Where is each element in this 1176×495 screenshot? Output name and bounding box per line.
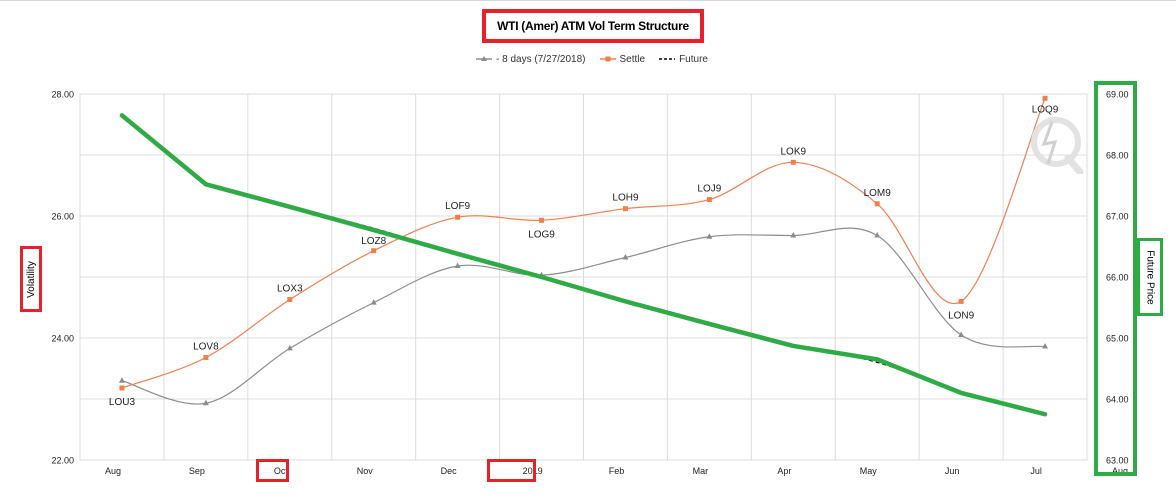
settle-point <box>1042 95 1048 101</box>
settle-point <box>287 297 293 303</box>
settle-point-label: LOU3 <box>109 397 136 408</box>
legend-item-settle[interactable]: Settle <box>599 53 646 65</box>
green-annotation-line <box>119 113 1048 417</box>
settle-point <box>622 206 628 212</box>
settle-line <box>121 98 1046 389</box>
x-tick-label: Aug <box>1112 466 1128 476</box>
8days-point <box>118 377 125 383</box>
x-tick-label: Jun <box>945 466 960 476</box>
legend-label-settle: Settle <box>619 53 646 65</box>
settle-point-label: LOQ9 <box>1032 104 1059 115</box>
settle-point-label: LOV8 <box>193 342 219 353</box>
settle-point <box>874 201 880 207</box>
x-tick-label: Oct <box>274 466 289 476</box>
y-tick-label: 26.00 <box>51 212 74 222</box>
point-labels-layer: LOU3 LOV8 LOX3 LOZ8 LOF9 LOG9 LOH9 LOJ9 LOK9 LOM9… <box>109 104 1059 408</box>
8days-point <box>874 232 881 238</box>
y2-tick-label: 65.00 <box>1106 334 1129 344</box>
8days-point <box>454 262 461 269</box>
settle-point-label: LOJ9 <box>697 184 721 195</box>
y-axis-title: Volatility <box>25 260 37 298</box>
settle-point-label: LOG9 <box>528 229 555 240</box>
x-tick-label: Sep <box>189 466 205 476</box>
8days-point <box>706 233 713 239</box>
x-tick-label: 2019 <box>523 466 543 476</box>
y-tick-label: 22.00 <box>51 456 74 466</box>
x-tick-label: Apr <box>777 466 791 476</box>
legend-swatch-settle <box>599 55 616 63</box>
y2-tick-label: 68.00 <box>1106 151 1129 161</box>
legend-label-8days: - 8 days (7/27/2018) <box>496 53 586 65</box>
x-tick-label: Nov <box>357 466 374 476</box>
settle-point-label: LOF9 <box>445 201 470 212</box>
8days-point <box>1042 343 1049 349</box>
settle-point <box>958 298 964 304</box>
settle-point-label: LON9 <box>948 310 975 321</box>
8days-point <box>958 331 965 337</box>
x-tick-label: May <box>860 466 878 476</box>
settle-point <box>203 355 209 361</box>
settle-point-label: LOH9 <box>612 193 639 204</box>
legend-swatch-future <box>659 55 676 63</box>
right-axis-highlight <box>1094 81 1137 476</box>
y-tick-label: 24.00 <box>51 334 74 344</box>
legend-item-future[interactable]: Future <box>659 54 708 65</box>
legend-swatch-8days <box>476 55 492 63</box>
y2-tick-label: 69.00 <box>1106 90 1129 100</box>
settle-point-label: LOM9 <box>864 188 892 199</box>
y2-tick-label: 63.00 <box>1106 456 1129 466</box>
8days-point <box>370 299 377 305</box>
y-tick-label: 28.00 <box>51 90 74 100</box>
series-layer <box>118 95 1049 417</box>
y2-tick-label: 64.00 <box>1106 395 1129 405</box>
settle-point <box>790 159 796 165</box>
oct-tick-highlight <box>256 459 289 482</box>
8days-point <box>622 253 629 260</box>
settle-point <box>539 217 545 223</box>
settle-point <box>371 248 377 254</box>
year-tick-highlight <box>487 459 536 482</box>
y2-tick-label: 67.00 <box>1106 212 1129 222</box>
y2-tick-label: 66.00 <box>1106 273 1129 283</box>
x-tick-label: Aug <box>105 466 121 476</box>
settle-point <box>706 197 712 203</box>
axes: 22.00 24.00 26.00 28.00 63.00 64.00 65.00 66.00… <box>51 90 1128 477</box>
x-tick-label: Jul <box>1030 466 1042 476</box>
legend-label-future: Future <box>679 53 708 65</box>
watermark-logo <box>1028 112 1084 176</box>
chart-title: WTI (Amer) ATM Vol Term Structure <box>497 19 689 33</box>
x-tick-label: Mar <box>693 466 709 476</box>
8days-point <box>790 232 797 238</box>
8days-line <box>121 227 1046 405</box>
chart-title-highlight: WTI (Amer) ATM Vol Term Structure <box>482 9 704 43</box>
settle-point <box>455 214 461 220</box>
y-axis-title-highlight: Volatility <box>20 246 42 312</box>
x-tick-label: Dec <box>441 466 458 476</box>
x-tick-label: Feb <box>609 466 625 476</box>
settle-point-label: LOK9 <box>781 146 807 157</box>
grid-lines <box>79 93 1088 461</box>
legend-item-8days[interactable]: - 8 days (7/27/2018) <box>476 54 586 65</box>
8days-point <box>286 344 293 351</box>
settle-point-label: LOX3 <box>277 284 303 295</box>
settle-point <box>119 385 125 391</box>
8days-point <box>202 399 209 406</box>
y2-axis-title-highlight: Future Price <box>1137 238 1163 316</box>
settle-point-label: LOZ8 <box>361 236 386 247</box>
legend: - 8 days (7/27/2018) Settle Future <box>476 52 722 66</box>
y2-axis-title: Future Price <box>1144 249 1156 305</box>
